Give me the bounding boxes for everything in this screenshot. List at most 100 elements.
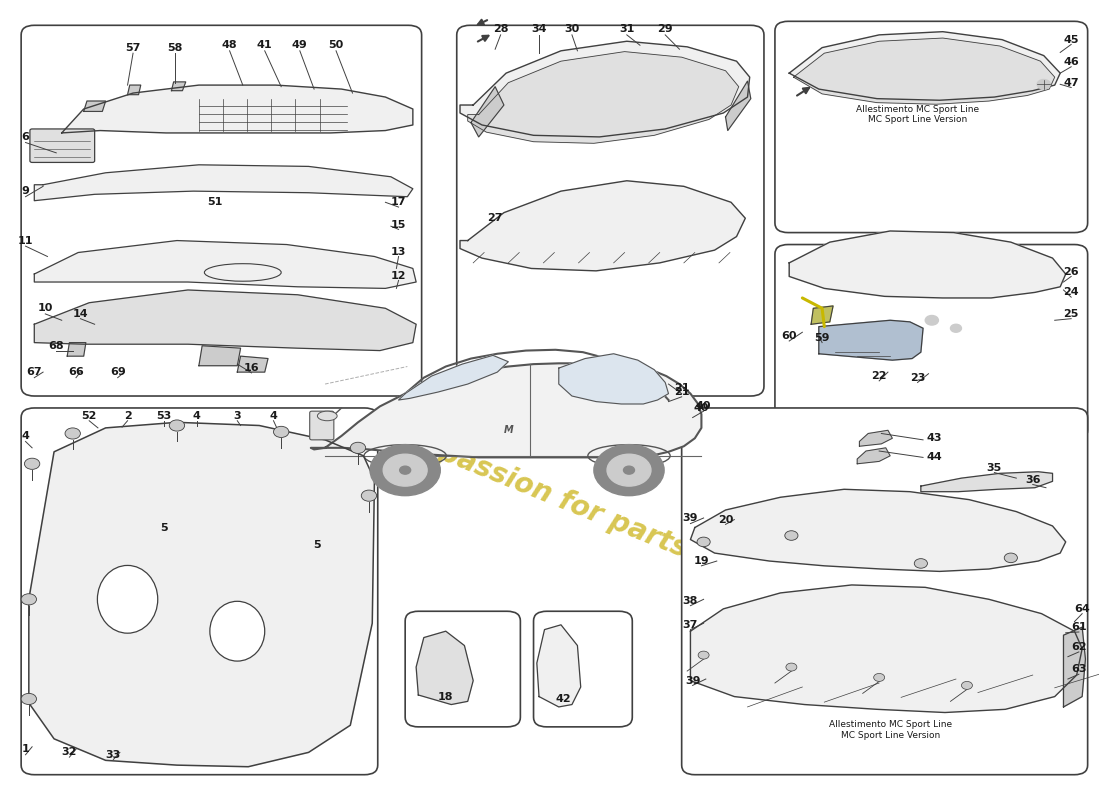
Polygon shape bbox=[238, 356, 268, 372]
Text: 23: 23 bbox=[910, 373, 925, 382]
Text: 17: 17 bbox=[390, 198, 406, 207]
Text: a passion for parts: a passion for parts bbox=[408, 427, 692, 564]
Text: 22: 22 bbox=[871, 371, 887, 381]
Text: 43: 43 bbox=[926, 434, 942, 443]
Circle shape bbox=[65, 428, 80, 439]
Circle shape bbox=[698, 651, 710, 659]
Text: 66: 66 bbox=[68, 367, 84, 377]
Circle shape bbox=[961, 682, 972, 690]
Circle shape bbox=[594, 445, 664, 496]
Text: 11: 11 bbox=[18, 235, 33, 246]
Text: 21: 21 bbox=[674, 387, 690, 397]
Text: 9: 9 bbox=[22, 186, 30, 196]
Polygon shape bbox=[311, 363, 702, 458]
Text: 64: 64 bbox=[1075, 604, 1090, 614]
Text: 19: 19 bbox=[694, 556, 710, 566]
Polygon shape bbox=[29, 422, 374, 766]
Text: 51: 51 bbox=[208, 198, 223, 207]
Polygon shape bbox=[199, 346, 241, 366]
Circle shape bbox=[607, 454, 651, 486]
Text: 30: 30 bbox=[564, 24, 580, 34]
Polygon shape bbox=[84, 101, 106, 111]
Text: 69: 69 bbox=[110, 367, 125, 377]
Text: 58: 58 bbox=[167, 42, 183, 53]
Circle shape bbox=[950, 324, 961, 332]
Text: 62: 62 bbox=[1071, 642, 1087, 652]
Circle shape bbox=[21, 694, 36, 705]
Text: 4: 4 bbox=[22, 431, 30, 441]
Text: 16: 16 bbox=[244, 363, 260, 373]
Text: 13: 13 bbox=[390, 246, 406, 257]
Text: 31: 31 bbox=[619, 24, 635, 34]
Text: 35: 35 bbox=[987, 462, 1002, 473]
Text: 24: 24 bbox=[1064, 287, 1079, 298]
Polygon shape bbox=[460, 181, 746, 271]
Polygon shape bbox=[537, 625, 581, 707]
Circle shape bbox=[350, 442, 365, 454]
Text: 15: 15 bbox=[390, 220, 406, 230]
Circle shape bbox=[873, 674, 884, 682]
Text: 25: 25 bbox=[1064, 309, 1079, 319]
Circle shape bbox=[1004, 553, 1018, 562]
Polygon shape bbox=[34, 165, 412, 201]
Text: 41: 41 bbox=[257, 40, 273, 50]
FancyBboxPatch shape bbox=[30, 129, 95, 162]
Polygon shape bbox=[1064, 627, 1086, 707]
Text: 42: 42 bbox=[556, 694, 571, 704]
Polygon shape bbox=[128, 85, 141, 94]
Text: 33: 33 bbox=[106, 750, 121, 760]
Text: 4: 4 bbox=[270, 411, 277, 421]
Text: 6: 6 bbox=[22, 132, 30, 142]
Polygon shape bbox=[416, 631, 473, 705]
Text: 36: 36 bbox=[1025, 474, 1041, 485]
Text: 44: 44 bbox=[926, 452, 942, 462]
Circle shape bbox=[274, 426, 289, 438]
Text: 53: 53 bbox=[156, 411, 172, 421]
FancyBboxPatch shape bbox=[682, 408, 1088, 774]
Text: 52: 52 bbox=[81, 411, 97, 421]
Polygon shape bbox=[468, 52, 739, 143]
Text: 39: 39 bbox=[683, 513, 698, 523]
Circle shape bbox=[370, 445, 440, 496]
Circle shape bbox=[21, 594, 36, 605]
Polygon shape bbox=[859, 430, 892, 446]
Text: 49: 49 bbox=[292, 40, 308, 50]
Text: 32: 32 bbox=[62, 747, 77, 758]
FancyBboxPatch shape bbox=[405, 611, 520, 727]
Polygon shape bbox=[691, 490, 1066, 571]
Polygon shape bbox=[818, 320, 923, 360]
Text: M: M bbox=[504, 426, 514, 435]
Circle shape bbox=[383, 454, 427, 486]
Polygon shape bbox=[726, 81, 751, 130]
Text: 37: 37 bbox=[683, 620, 698, 630]
Ellipse shape bbox=[98, 566, 157, 633]
Polygon shape bbox=[34, 241, 416, 288]
Text: 34: 34 bbox=[531, 24, 547, 34]
Text: 68: 68 bbox=[48, 341, 64, 350]
Text: 1: 1 bbox=[22, 744, 30, 754]
Polygon shape bbox=[172, 82, 186, 90]
Text: 46: 46 bbox=[1064, 57, 1079, 67]
Text: 67: 67 bbox=[26, 367, 42, 377]
Text: 40: 40 bbox=[696, 402, 712, 411]
Circle shape bbox=[169, 420, 185, 431]
Circle shape bbox=[361, 490, 376, 502]
FancyBboxPatch shape bbox=[21, 26, 421, 396]
Text: 14: 14 bbox=[73, 309, 88, 319]
Polygon shape bbox=[793, 38, 1055, 104]
Text: 18: 18 bbox=[438, 691, 453, 702]
Text: 63: 63 bbox=[1071, 665, 1087, 674]
Polygon shape bbox=[921, 472, 1053, 492]
Polygon shape bbox=[34, 290, 416, 350]
Polygon shape bbox=[67, 342, 86, 356]
FancyBboxPatch shape bbox=[774, 22, 1088, 233]
Polygon shape bbox=[559, 354, 669, 404]
Text: 10: 10 bbox=[37, 303, 53, 314]
FancyBboxPatch shape bbox=[456, 26, 764, 396]
FancyBboxPatch shape bbox=[774, 245, 1088, 440]
Text: 57: 57 bbox=[125, 42, 141, 53]
FancyBboxPatch shape bbox=[534, 611, 632, 727]
Text: Allestimento MC Sport Line
MC Sport Line Version: Allestimento MC Sport Line MC Sport Line… bbox=[856, 105, 979, 125]
Polygon shape bbox=[62, 85, 413, 133]
Polygon shape bbox=[811, 306, 833, 324]
